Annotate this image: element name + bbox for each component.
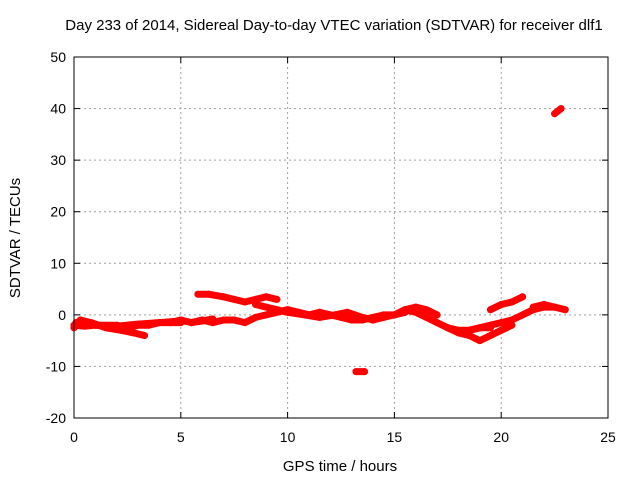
data-point <box>422 306 430 314</box>
data-point <box>230 295 238 303</box>
data-point <box>284 308 292 316</box>
y-axis-label: SDTVAR / TECUs <box>7 178 24 298</box>
x-tick-label: 15 <box>387 429 403 445</box>
data-point <box>487 332 494 339</box>
data-point <box>540 301 548 308</box>
data-point <box>557 105 565 113</box>
series-arc-16 <box>529 301 569 314</box>
x-tick-label: 25 <box>600 429 616 445</box>
data-point <box>177 316 185 324</box>
data-point <box>194 290 202 298</box>
data-point <box>497 301 505 308</box>
data-point <box>551 303 559 311</box>
data-point <box>361 368 368 376</box>
x-tick-label: 0 <box>70 429 78 445</box>
data-point <box>241 298 249 306</box>
data-point <box>262 303 270 311</box>
data-point <box>252 301 260 308</box>
data-point <box>141 332 148 339</box>
grid <box>74 57 608 418</box>
data-point <box>422 313 430 321</box>
data-point <box>476 324 484 332</box>
y-tick-label: 50 <box>50 49 66 65</box>
x-tick-label: 10 <box>280 429 296 445</box>
data-point <box>508 316 516 324</box>
x-tick-label: 20 <box>493 429 509 445</box>
data-point <box>348 316 356 324</box>
data-point <box>241 319 249 327</box>
x-axis-label: GPS time / hours <box>283 458 397 475</box>
data-point <box>155 319 163 327</box>
data-point <box>230 316 238 324</box>
data-point <box>465 326 473 334</box>
data-point <box>198 316 206 324</box>
data-point <box>529 303 537 311</box>
data-point <box>273 295 281 303</box>
data-point <box>301 311 309 319</box>
data-point <box>487 306 494 314</box>
data-point <box>220 293 227 301</box>
data-series <box>70 105 569 376</box>
data-point <box>113 322 121 330</box>
y-tick-label: -10 <box>46 358 66 374</box>
y-tick-label: -20 <box>46 410 66 426</box>
data-point <box>390 311 398 319</box>
data-point <box>519 311 527 319</box>
data-point <box>343 308 351 316</box>
data-point <box>412 308 420 316</box>
data-point <box>433 311 441 319</box>
data-point <box>369 316 377 324</box>
data-point <box>220 316 227 324</box>
y-tick-label: 30 <box>50 152 66 168</box>
data-point <box>326 311 334 319</box>
data-point <box>476 337 484 345</box>
data-point <box>134 320 142 328</box>
data-point <box>166 319 174 327</box>
data-point <box>262 311 270 319</box>
data-point <box>252 313 260 321</box>
series-arc-15 <box>487 293 527 314</box>
data-point <box>252 295 260 303</box>
data-point <box>81 322 89 330</box>
data-point <box>433 319 441 327</box>
data-point <box>465 332 473 339</box>
data-point <box>352 368 360 376</box>
data-point <box>497 326 505 334</box>
data-point <box>337 313 345 321</box>
data-point <box>273 306 281 314</box>
data-point <box>444 324 452 332</box>
data-point <box>205 290 213 298</box>
data-point <box>401 306 409 314</box>
data-point <box>130 329 138 337</box>
data-point <box>497 319 505 327</box>
data-point <box>91 321 99 329</box>
y-tick-label: 20 <box>50 204 66 220</box>
y-tick-label: 40 <box>50 101 66 117</box>
plot-frame <box>73 56 609 419</box>
data-point <box>561 306 569 314</box>
chart-title: Day 233 of 2014, Sidereal Day-to-day VTE… <box>65 17 602 34</box>
data-point <box>551 110 559 118</box>
data-point <box>209 319 217 327</box>
data-point <box>519 293 527 301</box>
data-point <box>316 311 324 319</box>
data-point <box>358 316 366 324</box>
data-point <box>508 298 516 306</box>
data-point <box>487 321 494 329</box>
data-point <box>262 293 270 301</box>
x-tick-label: 5 <box>177 429 185 445</box>
data-point <box>455 329 462 337</box>
data-point <box>380 313 388 321</box>
axis-ticks: 0 5 10 15 20 25 -20 -10 0 10 20 30 40 50 <box>46 49 616 445</box>
data-point <box>188 319 195 327</box>
y-tick-label: 10 <box>50 255 66 271</box>
y-tick-label: 0 <box>58 307 66 323</box>
